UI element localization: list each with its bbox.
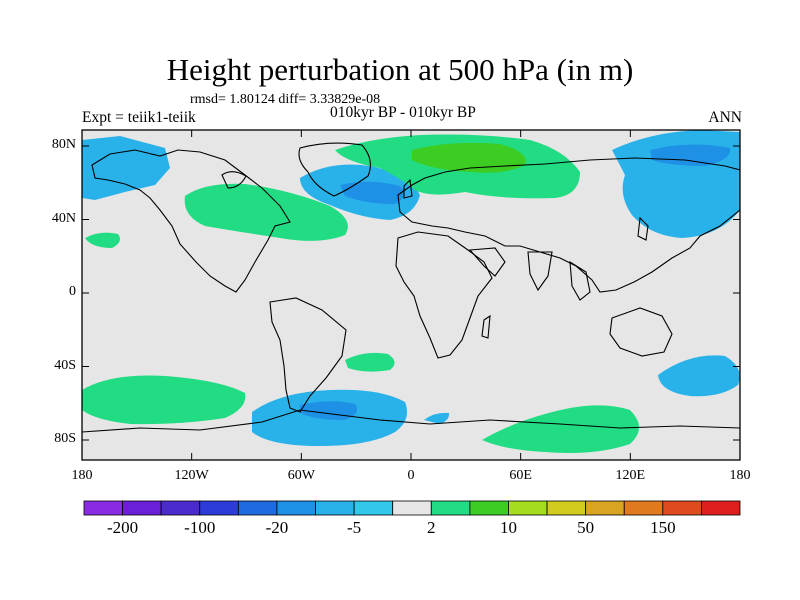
colorbar-swatch <box>122 500 162 516</box>
coast-india <box>527 251 553 292</box>
x-tick-label: 60W <box>287 468 315 483</box>
colorbar-label: 2 <box>427 518 436 537</box>
y-tick-label: 80S <box>54 431 76 446</box>
colorbar-swatch <box>546 500 587 516</box>
colorbar-label: -100 <box>184 518 216 537</box>
colorbar-swatch <box>276 500 316 516</box>
coast-hudson-bay <box>221 171 247 189</box>
neg2-region-siberia <box>650 144 731 166</box>
y-tick-label: 40S <box>54 357 76 373</box>
coast-north-america <box>91 149 291 293</box>
color-legend <box>83 500 741 516</box>
colorbar-swatch <box>83 500 123 516</box>
y-tick-label: 80N <box>51 137 76 152</box>
colorbar-label: 150 <box>650 518 676 537</box>
colorbar-swatch <box>315 500 355 516</box>
coast-uk <box>403 178 413 199</box>
colorbar-swatch <box>430 500 471 516</box>
pos2-region-scandinavia <box>412 142 526 173</box>
x-tick-label: 0 <box>407 468 415 483</box>
colorbar-swatch <box>199 500 239 516</box>
pos-region-east-pacific-small <box>85 232 120 248</box>
coast-madagascar <box>481 314 491 339</box>
colorbar-swatch <box>585 500 625 516</box>
plot-title: Height perturbation at 500 hPa (in m) <box>166 52 634 87</box>
x-tick-label: 180 <box>729 468 751 483</box>
pos-region-south-atlantic <box>345 352 395 372</box>
coast-japan <box>637 216 649 241</box>
y-tick-label: 0 <box>69 284 76 299</box>
latitude-tick-marks <box>82 145 740 441</box>
colorbar-swatch <box>353 500 394 516</box>
x-tick-label: 60E <box>509 468 532 483</box>
season-label: ANN <box>708 109 742 126</box>
period-label: 010kyr BP - 010kyr BP <box>330 104 476 121</box>
colorbar-swatch <box>508 500 548 516</box>
y-tick-label: 40N <box>51 210 76 226</box>
x-tick-label: 120E <box>615 468 646 483</box>
colorbar-label: -5 <box>347 518 362 537</box>
neg-region-south-pacific-west <box>658 355 740 397</box>
x-tick-label: 180 <box>71 468 93 483</box>
colorbar-swatch <box>237 500 278 516</box>
coast-arabia <box>468 247 506 277</box>
coastlines <box>82 142 740 433</box>
strong-positive-anomaly-regions <box>412 142 526 173</box>
coast-southeast-asia <box>569 260 591 301</box>
coast-greenland <box>298 142 371 197</box>
colorbar-swatch <box>392 500 432 516</box>
rmsd-stats: rmsd= 1.80124 diff= 3.33829e-08 <box>190 92 381 107</box>
coast-australia <box>609 307 673 357</box>
colorbar-swatch <box>469 500 509 516</box>
experiment-label: Expt = teiik1-teiik <box>82 109 196 126</box>
colorbar-label: -200 <box>106 518 139 537</box>
colorbar-swatch <box>701 500 741 516</box>
neg-region-alaska <box>82 136 170 200</box>
coast-eurasia <box>397 157 740 293</box>
colorbar-label: -20 <box>265 518 289 537</box>
pos-region-north-america <box>184 183 348 241</box>
colorbar-label: 50 <box>577 518 595 537</box>
colorbar-swatch <box>662 500 702 516</box>
coast-antarctica <box>82 409 740 433</box>
colorbar-label: 10 <box>499 518 517 537</box>
coast-south-america <box>269 297 347 413</box>
x-tick-label: 120W <box>174 468 209 483</box>
pos-region-southern-indian <box>482 405 639 453</box>
pos-region-south-pacific <box>82 375 246 425</box>
longitude-tick-marks <box>81 130 741 460</box>
neg-region-south-atlantic-small <box>424 412 450 424</box>
neg2-region-north-atlantic <box>340 181 404 204</box>
coast-africa <box>395 231 493 359</box>
colorbar-swatch <box>623 500 664 516</box>
colorbar-swatch <box>160 500 201 516</box>
